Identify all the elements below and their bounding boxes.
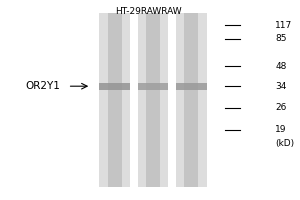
Bar — [108, 13, 122, 187]
Text: 85: 85 — [275, 34, 287, 43]
Bar — [137, 83, 168, 90]
Text: 34: 34 — [275, 82, 286, 91]
Bar — [137, 13, 168, 187]
Bar — [176, 13, 207, 187]
Bar — [176, 83, 207, 90]
Text: 19: 19 — [275, 125, 287, 134]
Text: HT-29RAWRAW: HT-29RAWRAW — [115, 7, 182, 16]
Bar — [99, 83, 130, 90]
Bar — [184, 13, 198, 187]
Text: 117: 117 — [275, 21, 292, 30]
Bar — [146, 13, 160, 187]
Text: 26: 26 — [275, 103, 286, 112]
Text: 48: 48 — [275, 62, 286, 71]
Bar — [99, 13, 130, 187]
Text: OR2Y1: OR2Y1 — [25, 81, 60, 91]
Text: (kD): (kD) — [275, 139, 294, 148]
